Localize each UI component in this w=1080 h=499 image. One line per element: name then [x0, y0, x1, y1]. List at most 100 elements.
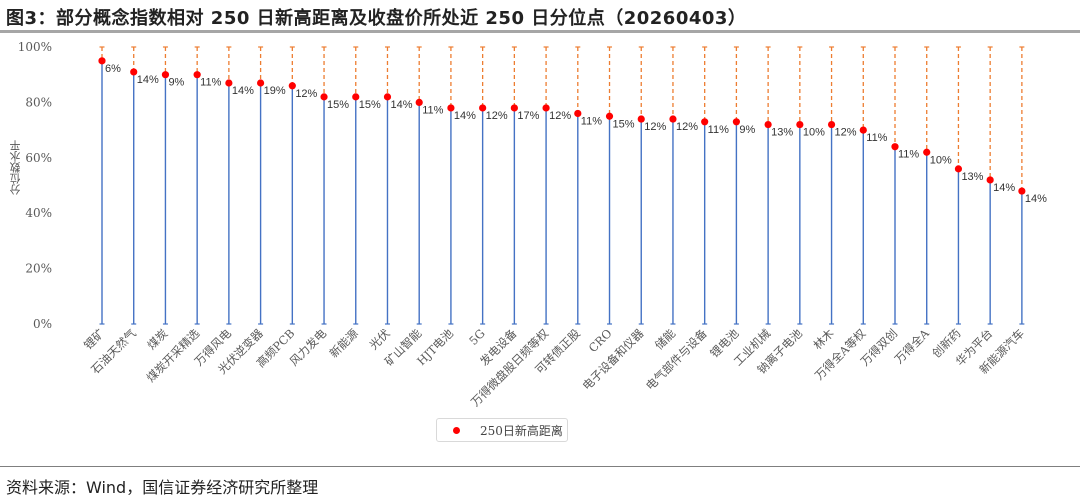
dot-icon [986, 176, 994, 184]
data-label: 15% [359, 99, 381, 111]
data-point-15: 11%可转债正股 [532, 46, 602, 377]
data-label: 12% [835, 127, 857, 139]
dot-icon [764, 120, 772, 129]
data-point-0: 6% 锂矿 [81, 46, 121, 352]
dot-icon [669, 115, 677, 123]
dot-icon [98, 57, 106, 65]
data-label: 12% [644, 121, 666, 133]
dot-icon [161, 71, 170, 79]
data-point-10: 11%矿山智能 [382, 46, 444, 369]
lollipop-chart: 0%20%40%60%80%100%6%锂矿14%石油天然气9%煤炭11%煤炭开… [18, 40, 1047, 409]
data-point-13: 17%发电设备 [477, 46, 540, 369]
y-tick-label: 40% [25, 206, 52, 220]
footer-divider [0, 466, 1080, 467]
x-tick-label: 万得全A [892, 326, 933, 367]
data-point-12: 12% 5G [466, 46, 508, 348]
data-label: 14% [454, 110, 476, 122]
data-point-29: 14%新能源汽车 [976, 46, 1047, 377]
data-label: 11% [866, 132, 887, 144]
dot-icon [130, 68, 138, 76]
figure-title: 图3：部分概念指数相对 250 日新高距离及收盘价所处近 250 日分位点（20… [6, 8, 747, 29]
dot-icon [701, 118, 709, 126]
data-point-26: 10% 万得全A [892, 46, 952, 367]
data-point-20: 9%锂电池 [707, 46, 756, 361]
dot-icon [637, 115, 645, 123]
source-note: 资料来源：Wind，国信证券经济研究所整理 [6, 478, 319, 497]
data-label: 15% [613, 118, 635, 130]
data-label: 11% [898, 149, 919, 161]
dot-icon [510, 104, 518, 112]
data-label: 11% [708, 124, 729, 136]
data-label: 14% [1025, 193, 1047, 205]
data-label: 11% [581, 115, 602, 127]
dot-icon [891, 143, 899, 151]
data-label: 10% [930, 154, 952, 166]
data-label: 14% [993, 182, 1015, 194]
x-tick-label: HJT电池 [414, 326, 456, 368]
x-tick-label: 锂矿 [81, 326, 107, 352]
data-point-1: 14%石油天然气 [88, 46, 159, 377]
dot-icon [288, 82, 296, 90]
y-tick-label: 80% [25, 95, 52, 109]
dot-icon [320, 93, 328, 101]
data-label: 14% [390, 99, 412, 111]
data-label: 15% [327, 99, 349, 111]
data-point-28: 14%华为平台 [953, 46, 1015, 369]
legend-dot-icon [453, 426, 460, 434]
data-point-4: 14%万得风电 [192, 46, 254, 369]
data-label: 19% [264, 85, 286, 97]
dot-icon [383, 93, 392, 101]
data-label: 17% [517, 110, 539, 122]
data-label: 11% [422, 104, 443, 116]
dot-icon [257, 79, 265, 87]
x-tick-label: 林木 [811, 326, 838, 353]
dot-icon [415, 98, 423, 106]
data-point-11: 14% HJT电池 [414, 46, 476, 368]
data-label: 9% [739, 124, 755, 136]
x-tick-label: 光伏 [366, 326, 393, 353]
data-label: 6% [105, 63, 121, 75]
dot-icon [574, 109, 582, 118]
dot-icon [1018, 187, 1026, 195]
x-tick-label: 煤炭 [144, 326, 170, 352]
data-point-18: 12% 储能 [652, 46, 698, 353]
dot-icon [447, 104, 455, 112]
data-label: 13% [961, 171, 983, 183]
data-point-25: 11%万得双创 [858, 46, 919, 369]
data-label: 13% [771, 127, 793, 139]
dot-icon [923, 148, 931, 156]
data-point-21: 13%工业机械 [731, 46, 793, 369]
data-label: 11% [200, 77, 221, 89]
dot-icon [542, 104, 550, 112]
dot-icon [352, 93, 360, 101]
chart-legend: 250日新高距离 [436, 418, 568, 442]
dot-icon [732, 118, 741, 126]
title-divider [0, 30, 1080, 33]
dot-icon [954, 165, 963, 173]
data-point-22: 10%钠离子电池 [754, 46, 825, 377]
dot-icon [225, 79, 233, 87]
y-tick-label: 60% [25, 151, 52, 165]
dot-icon [796, 120, 804, 129]
data-point-8: 15% 新能源 [327, 46, 381, 361]
dot-icon [827, 120, 836, 129]
dot-icon [479, 104, 487, 112]
dot-icon [859, 126, 867, 134]
data-point-2: 9% 煤炭 [144, 46, 185, 352]
y-tick-label: 100% [18, 40, 52, 54]
data-point-16: 15% CRO [586, 46, 635, 355]
x-tick-label: CRO [586, 326, 615, 355]
data-label: 9% [168, 77, 184, 89]
x-tick-label: 5G [466, 326, 488, 348]
data-label: 14% [232, 85, 254, 97]
legend-label: 250日新高距离 [480, 423, 563, 438]
data-label: 14% [137, 74, 159, 86]
dot-icon [605, 112, 614, 120]
x-tick-label: 新能源 [327, 326, 362, 361]
data-label: 12% [486, 110, 508, 122]
data-point-9: 14% 光伏 [366, 46, 413, 353]
x-tick-label: 储能 [652, 326, 679, 353]
y-tick-label: 20% [25, 262, 52, 276]
data-label: 12% [676, 121, 698, 133]
data-point-23: 12% 林木 [811, 46, 857, 353]
